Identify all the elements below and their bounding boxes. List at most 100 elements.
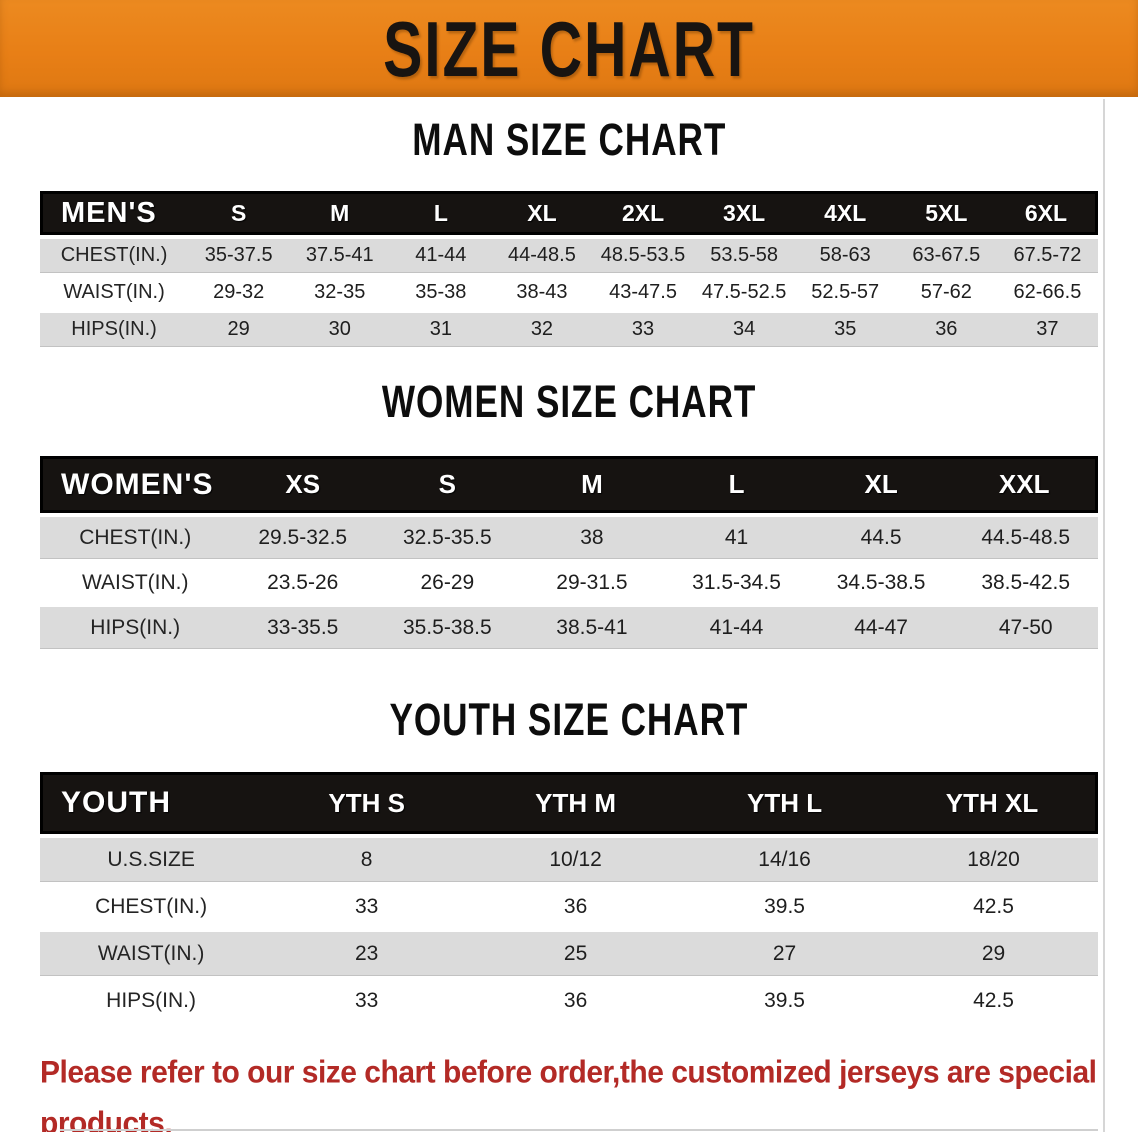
table-row: WAIST(IN.) 29-32 32-35 35-38 38-43 43-47.5 47.…	[40, 276, 1098, 309]
measurement-cell: 35	[794, 313, 896, 346]
men-table: MEN'S S M L XL 2XL 3XL 4XL 5XL 6XL CHEST(IN.) 35-37…	[40, 187, 1098, 350]
measurement-cell: 8	[262, 838, 472, 881]
measurement-cell: 39.5	[680, 885, 890, 928]
youth-table: YOUTH YTH S YTH M YTH L YTH XL U.S.SIZE 8 10/12…	[40, 768, 1098, 1026]
measurement-cell: 25	[471, 932, 681, 975]
size-column-header: 2XL	[592, 191, 694, 235]
row-label: WAIST(IN.)	[40, 276, 189, 309]
measurement-cell: 32.5-35.5	[375, 517, 520, 558]
measurement-cell: 23.5-26	[230, 562, 376, 603]
measurement-cell: 39.5	[680, 979, 890, 1022]
size-column-header: XXL	[953, 456, 1098, 513]
measurement-cell: 47.5-52.5	[693, 276, 795, 309]
measurement-cell: 58-63	[794, 239, 896, 272]
section-title-women: WOMEN SIZE CHART	[381, 376, 757, 427]
page-edge-line-bottom	[60, 1129, 1098, 1131]
size-column-header: YTH S	[262, 772, 472, 834]
size-column-header: YTH L	[680, 772, 890, 834]
measurement-cell: 44-47	[808, 607, 954, 648]
row-label: HIPS(IN.)	[40, 607, 231, 648]
disclaimer-line-1: Please refer to our size chart before or…	[40, 1055, 1097, 1132]
table-row: HIPS(IN.) 33-35.5 35.5-38.5 38.5-41 41-44 44-…	[40, 607, 1098, 648]
size-column-header: S	[188, 191, 290, 235]
measurement-cell: 62-66.5	[996, 276, 1098, 309]
table-corner-label: YOUTH	[40, 772, 263, 834]
measurement-cell: 41	[664, 517, 809, 558]
size-column-header: L	[664, 456, 809, 513]
size-column-header: 5XL	[895, 191, 997, 235]
measurement-cell: 35-37.5	[188, 239, 290, 272]
measurement-cell: 48.5-53.5	[592, 239, 694, 272]
measurement-cell: 38	[519, 517, 665, 558]
page-edge-line-right	[1103, 99, 1105, 1132]
womens-size-table: WOMEN'S XS S M L XL XXL CHEST(IN.) 29.5-32.5 32.5…	[40, 452, 1098, 652]
size-column-header: M	[519, 456, 665, 513]
row-label: U.S.SIZE	[40, 838, 263, 881]
measurement-cell: 43-47.5	[592, 276, 694, 309]
measurement-cell: 36	[895, 313, 997, 346]
table-row: WAIST(IN.) 23 25 27 29	[40, 932, 1098, 975]
measurement-cell: 30	[289, 313, 391, 346]
measurement-cell: 31.5-34.5	[664, 562, 809, 603]
measurement-cell: 10/12	[471, 838, 681, 881]
size-column-header: YTH XL	[889, 772, 1098, 834]
row-label: HIPS(IN.)	[40, 313, 189, 346]
measurement-cell: 37	[996, 313, 1098, 346]
table-header-row: MEN'S S M L XL 2XL 3XL 4XL 5XL 6XL	[40, 191, 1098, 235]
measurement-cell: 33	[262, 979, 472, 1022]
measurement-cell: 42.5	[889, 979, 1098, 1022]
row-label: CHEST(IN.)	[40, 239, 189, 272]
table-row: CHEST(IN.) 35-37.5 37.5-41 41-44 44-48.5 48.5…	[40, 239, 1098, 272]
measurement-cell: 27	[680, 932, 890, 975]
measurement-cell: 38-43	[491, 276, 593, 309]
measurement-cell: 41-44	[390, 239, 492, 272]
size-column-header: 4XL	[794, 191, 896, 235]
measurement-cell: 53.5-58	[693, 239, 795, 272]
measurement-cell: 44-48.5	[491, 239, 593, 272]
measurement-cell: 42.5	[889, 885, 1098, 928]
measurement-cell: 37.5-41	[289, 239, 391, 272]
section-women: WOMEN SIZE CHART WOMEN'S XS S M L XL XXL CHEST(…	[0, 376, 1138, 652]
measurement-cell: 36	[471, 885, 681, 928]
measurement-cell: 33-35.5	[230, 607, 376, 648]
measurement-cell: 44.5	[808, 517, 954, 558]
measurement-cell: 67.5-72	[996, 239, 1098, 272]
measurement-cell: 33	[592, 313, 694, 346]
measurement-cell: 33	[262, 885, 472, 928]
page-title: SIZE CHART	[383, 4, 755, 93]
size-column-header: XS	[230, 456, 376, 513]
measurement-cell: 29-31.5	[519, 562, 665, 603]
size-column-header: XL	[808, 456, 954, 513]
size-column-header: YTH M	[471, 772, 681, 834]
size-column-header: L	[390, 191, 492, 235]
row-label: WAIST(IN.)	[40, 932, 263, 975]
measurement-cell: 47-50	[953, 607, 1098, 648]
row-label: CHEST(IN.)	[40, 517, 231, 558]
measurement-cell: 26-29	[375, 562, 520, 603]
size-column-header: S	[375, 456, 520, 513]
measurement-cell: 23	[262, 932, 472, 975]
section-title-men: MAN SIZE CHART	[411, 114, 727, 165]
table-corner-label: WOMEN'S	[40, 456, 231, 513]
table-row: U.S.SIZE 8 10/12 14/16 18/20	[40, 838, 1098, 881]
measurement-cell: 52.5-57	[794, 276, 896, 309]
measurement-cell: 35-38	[390, 276, 492, 309]
size-column-header: XL	[491, 191, 593, 235]
row-label: WAIST(IN.)	[40, 562, 231, 603]
measurement-cell: 32	[491, 313, 593, 346]
size-column-header: 6XL	[996, 191, 1098, 235]
measurement-cell: 63-67.5	[895, 239, 997, 272]
mens-size-table: MEN'S S M L XL 2XL 3XL 4XL 5XL 6XL CHEST(IN.) 35-37…	[40, 187, 1098, 350]
measurement-cell: 14/16	[680, 838, 890, 881]
measurement-cell: 41-44	[664, 607, 809, 648]
section-men: MAN SIZE CHART MEN'S S M L XL 2XL 3XL 4XL 5XL 6XL…	[0, 114, 1138, 350]
table-row: HIPS(IN.) 33 36 39.5 42.5	[40, 979, 1098, 1022]
row-label: HIPS(IN.)	[40, 979, 263, 1022]
table-row: WAIST(IN.) 23.5-26 26-29 29-31.5 31.5-34.5 34…	[40, 562, 1098, 603]
table-row: CHEST(IN.) 29.5-32.5 32.5-35.5 38 41 44.5 44.5…	[40, 517, 1098, 558]
measurement-cell: 32-35	[289, 276, 391, 309]
women-table: WOMEN'S XS S M L XL XXL CHEST(IN.) 29.5-32.5 32.5…	[40, 452, 1098, 652]
table-header-row: YOUTH YTH S YTH M YTH L YTH XL	[40, 772, 1098, 834]
youth-size-table: YOUTH YTH S YTH M YTH L YTH XL U.S.SIZE 8 10/12…	[40, 768, 1098, 1026]
